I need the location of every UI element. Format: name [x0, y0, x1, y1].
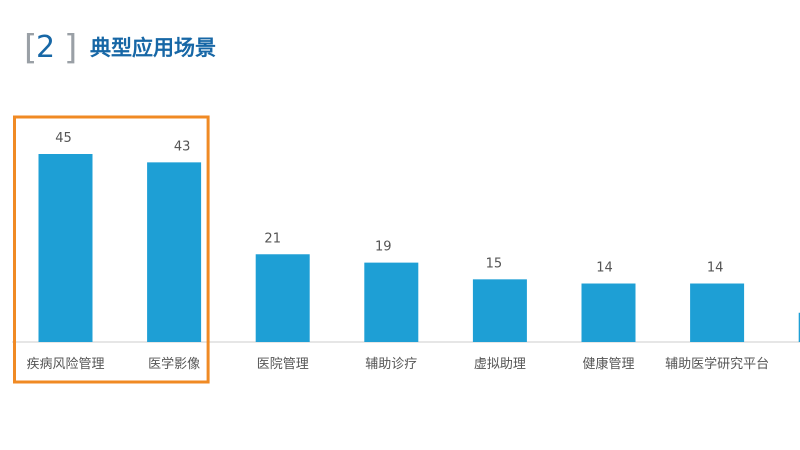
- section-bracket-left: [: [24, 28, 38, 68]
- bar-3: [255, 254, 310, 342]
- bar-8: [798, 312, 800, 342]
- bar-7: [690, 283, 745, 342]
- x-tick-label: 虚拟助理: [474, 357, 526, 372]
- bar-2: [147, 162, 202, 342]
- x-tick-label: 疾病风险管理: [26, 357, 104, 372]
- data-label: 19: [375, 240, 392, 255]
- highlight-box: [13, 115, 210, 384]
- page-title: 典型应用场景: [90, 36, 216, 60]
- data-label: 43: [174, 139, 191, 154]
- data-label: 14: [596, 261, 613, 276]
- data-label: 21: [264, 231, 281, 246]
- x-tick-label: 辅助医学研究平台: [665, 356, 769, 372]
- section-number: 2: [36, 30, 56, 65]
- bar-4: [364, 262, 419, 342]
- section-bracket-right: ]: [64, 28, 78, 68]
- data-label: 14: [707, 261, 724, 276]
- bar-1: [38, 154, 93, 342]
- x-tick-label: 医院管理: [257, 357, 309, 372]
- bar-6: [581, 283, 636, 342]
- bar-5: [472, 279, 527, 342]
- x-tick-label: 医学影像: [148, 356, 200, 372]
- data-label: 45: [55, 131, 72, 146]
- x-tick-label: 辅助诊疗: [365, 357, 417, 372]
- data-label: 15: [486, 256, 503, 271]
- x-tick-label: 健康管理: [582, 356, 634, 372]
